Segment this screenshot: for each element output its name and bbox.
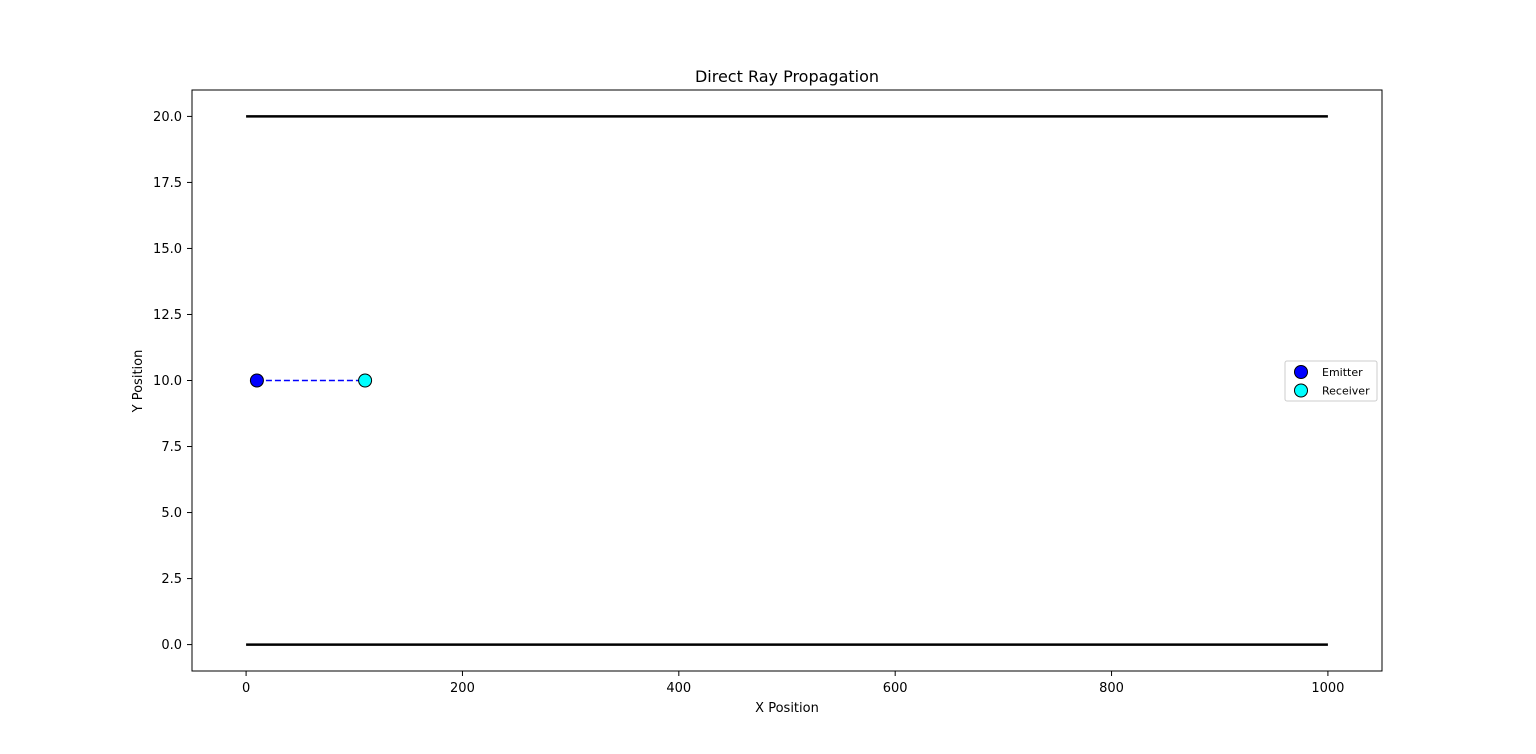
legend-marker-receiver xyxy=(1294,383,1308,398)
y-axis-ticks: 0.0 2.5 5.0 7.5 10.0 12.5 15.0 17.5 20.0 xyxy=(153,110,192,653)
legend-marker-emitter xyxy=(1294,365,1308,379)
point-receiver xyxy=(358,373,373,388)
legend-label-emitter: Emitter xyxy=(1322,366,1363,379)
boundary-layer xyxy=(246,115,1328,646)
y-tick-label: 5.0 xyxy=(161,506,182,521)
legend: Emitter Receiver xyxy=(1284,360,1378,402)
x-axis-ticks: 0 200 400 600 800 1000 xyxy=(242,671,1344,696)
x-tick-label: 600 xyxy=(883,681,908,696)
y-tick-label: 7.5 xyxy=(161,440,182,455)
y-tick-label: 0.0 xyxy=(161,638,182,653)
x-tick-label: 400 xyxy=(666,681,691,696)
x-tick-label: 1000 xyxy=(1311,681,1344,696)
x-tick-label: 200 xyxy=(450,681,475,696)
y-tick-label: 20.0 xyxy=(153,110,182,125)
y-tick-label: 17.5 xyxy=(153,176,182,191)
y-tick-label: 10.0 xyxy=(153,374,182,389)
point-layer xyxy=(249,373,373,388)
y-tick-label: 15.0 xyxy=(153,242,182,257)
x-axis-label: X Position xyxy=(755,701,819,716)
x-tick-label: 0 xyxy=(242,681,250,696)
y-tick-label: 12.5 xyxy=(153,308,182,323)
y-axis-label: Y Position xyxy=(131,350,146,414)
x-tick-label: 800 xyxy=(1099,681,1124,696)
y-tick-label: 2.5 xyxy=(161,572,182,587)
legend-frame xyxy=(1284,360,1378,402)
chart-title: Direct Ray Propagation xyxy=(695,67,879,86)
plot-area xyxy=(191,89,1383,672)
point-emitter xyxy=(249,373,264,388)
legend-label-receiver: Receiver xyxy=(1322,385,1370,398)
plot-frame xyxy=(191,89,1383,672)
